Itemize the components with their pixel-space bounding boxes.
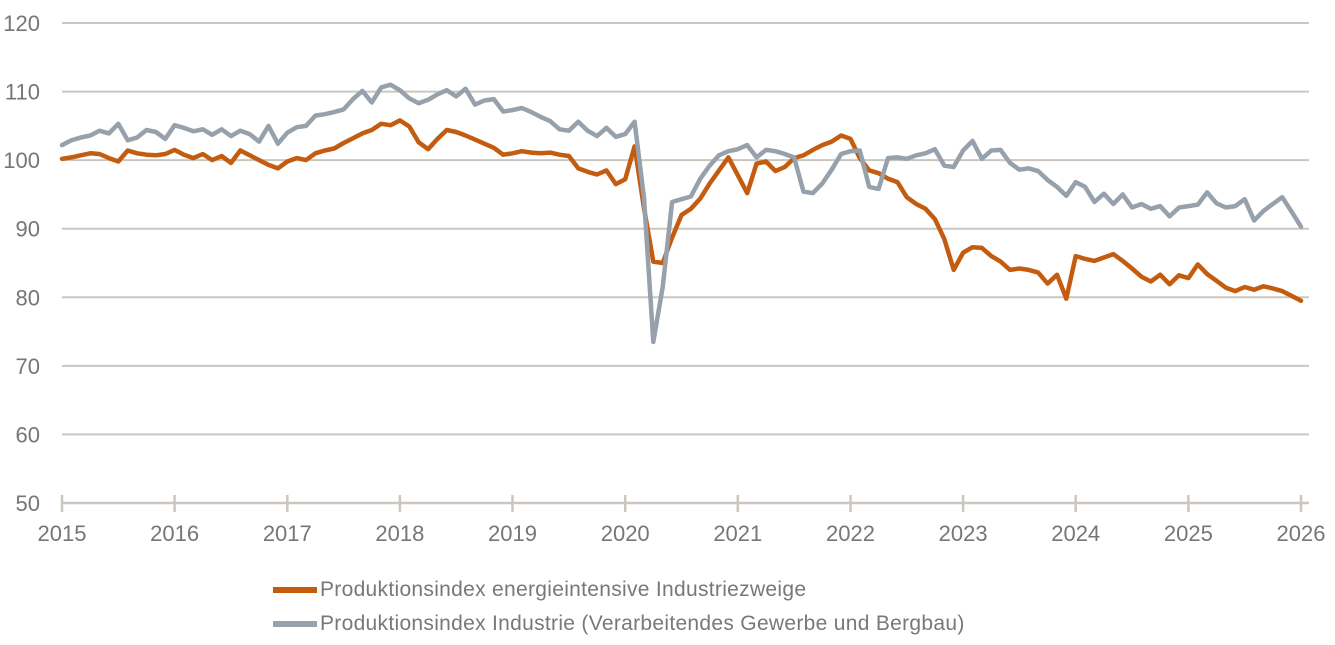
legend-label-industrie: Produktionsindex Industrie (Verarbeitend… xyxy=(320,611,965,635)
x-tick-label-2024: 2024 xyxy=(1051,521,1100,546)
series-line-0 xyxy=(59,118,1304,303)
y-tick-label-120: 120 xyxy=(3,11,40,36)
x-tick-label-2016: 2016 xyxy=(150,521,199,546)
legend-label-energieintensiv: Produktionsindex energieintensive Indust… xyxy=(320,577,807,601)
x-tick-label-2019: 2019 xyxy=(488,521,537,546)
x-tick-label-2021: 2021 xyxy=(713,521,762,546)
series-line-1 xyxy=(59,82,1304,345)
x-tick-label-2023: 2023 xyxy=(939,521,988,546)
y-tick-label-60: 60 xyxy=(16,422,40,447)
x-tick-label-2017: 2017 xyxy=(263,521,312,546)
chart-legend: Produktionsindex energieintensive Indust… xyxy=(273,577,965,636)
legend-item-industrie: Produktionsindex Industrie (Verarbeitend… xyxy=(273,611,965,636)
x-tick-label-2018: 2018 xyxy=(375,521,424,546)
legend-item-energieintensiv: Produktionsindex energieintensive Indust… xyxy=(273,577,965,602)
x-tick-label-2026: 2026 xyxy=(1277,521,1326,546)
x-tick-label-2020: 2020 xyxy=(601,521,650,546)
x-tick-label-2025: 2025 xyxy=(1164,521,1213,546)
y-tick-label-110: 110 xyxy=(5,80,40,105)
x-tick-label-2015: 2015 xyxy=(38,521,87,546)
x-tick-label-2022: 2022 xyxy=(826,521,875,546)
y-tick-label-100: 100 xyxy=(3,148,40,173)
y-tick-label-80: 80 xyxy=(16,285,40,310)
y-tick-label-50: 50 xyxy=(16,491,40,516)
y-tick-label-70: 70 xyxy=(16,354,40,379)
legend-swatch-industrie xyxy=(273,620,317,627)
legend-swatch-energieintensiv xyxy=(273,586,317,593)
y-tick-label-90: 90 xyxy=(16,217,40,242)
